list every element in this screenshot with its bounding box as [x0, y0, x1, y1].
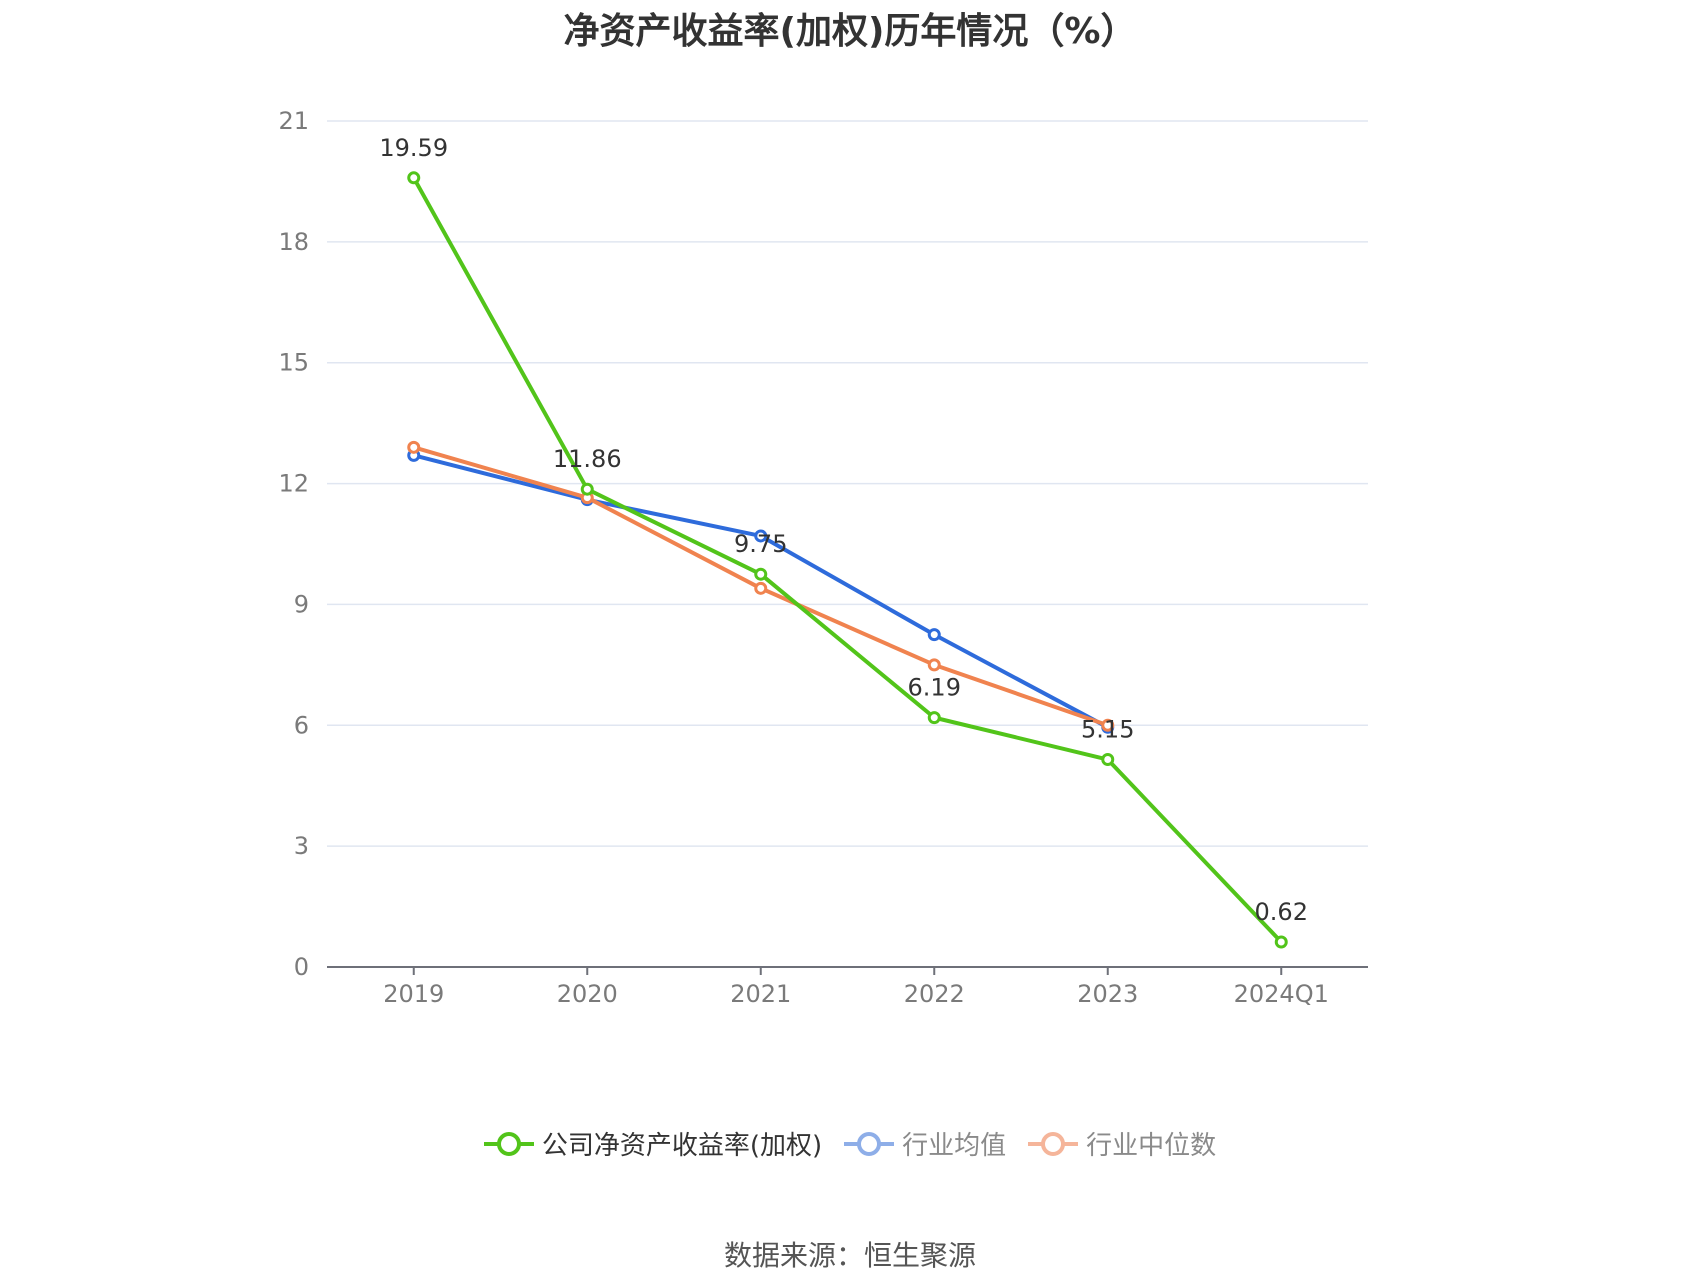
gridlines: [327, 120, 1368, 847]
legend-marker-icon: [1028, 1131, 1079, 1156]
y-tick-label: 9: [294, 590, 309, 618]
data-point: [1274, 935, 1288, 949]
data-point: [580, 482, 594, 496]
y-tick-label: 12: [278, 470, 309, 498]
data-point: [407, 440, 421, 454]
data-point: [927, 628, 941, 642]
data-point: [754, 529, 768, 543]
data-point: [1101, 718, 1115, 732]
data-point: [927, 658, 941, 672]
legend: 公司净资产收益率(加权) 行业均值 行业中位数: [0, 1125, 1700, 1162]
legend-label: 行业中位数: [1086, 1131, 1217, 1161]
data-label: 6.19: [908, 674, 961, 702]
data-point: [407, 171, 421, 185]
legend-marker-icon: [844, 1131, 895, 1156]
legend-marker-icon: [483, 1131, 534, 1156]
x-tick-label: 2021: [730, 980, 791, 1008]
data-point: [927, 711, 941, 725]
x-tick-label: 2019: [383, 980, 444, 1008]
data-label: 19.59: [379, 134, 448, 162]
x-tick-label: 2023: [1077, 980, 1138, 1008]
x-tick-label: 2022: [904, 980, 965, 1008]
series-lines: [407, 171, 1288, 949]
chart-title: 净资产收益率(加权)历年情况（%）: [563, 11, 1137, 52]
y-tick-label: 0: [294, 953, 309, 981]
data-point: [754, 567, 768, 581]
axes: 0 3 6 9 12 15 18 21 2019 2020 2021 2022 2023 2024Q1: [278, 107, 1368, 1008]
data-point: [1101, 753, 1115, 767]
data-label: 0.62: [1255, 898, 1308, 926]
data-label: 5.15: [1081, 716, 1134, 744]
data-label: 11.86: [553, 445, 622, 473]
y-tick-label: 21: [278, 107, 309, 135]
data-label: 9.75: [734, 530, 787, 558]
y-tick-label: 15: [278, 349, 309, 377]
legend-label: 行业均值: [902, 1131, 1007, 1161]
legend-label: 公司净资产收益率(加权): [541, 1131, 823, 1161]
y-tick-label: 6: [294, 711, 309, 739]
data-labels: 19.59 11.86 9.75 6.19 5.15 0.62: [379, 134, 1308, 926]
data-point: [754, 581, 768, 595]
y-tick-label: 18: [278, 228, 309, 256]
legend-item[interactable]: 行业均值: [844, 1125, 1006, 1162]
legend-item[interactable]: 行业中位数: [1028, 1125, 1216, 1162]
series-line: [412, 176, 1283, 944]
x-tick-label: 2020: [557, 980, 618, 1008]
y-tick-label: 3: [294, 832, 309, 860]
data-source-note: 数据来源：恒生聚源: [723, 1239, 976, 1272]
legend-item[interactable]: 公司净资产收益率(加权): [483, 1125, 823, 1162]
x-tick-label: 2024Q1: [1234, 980, 1329, 1008]
